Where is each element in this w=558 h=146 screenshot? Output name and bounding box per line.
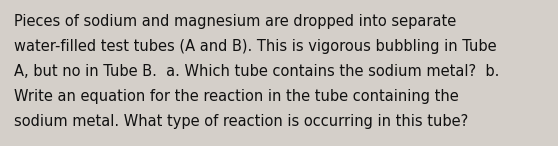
Text: Pieces of sodium and magnesium are dropped into separate: Pieces of sodium and magnesium are dropp… (14, 14, 456, 29)
Text: A, but no in Tube B.  a. Which tube contains the sodium metal?  b.: A, but no in Tube B. a. Which tube conta… (14, 64, 499, 79)
Text: water-filled test tubes (A and B). This is vigorous bubbling in Tube: water-filled test tubes (A and B). This … (14, 39, 497, 54)
Text: sodium metal. What type of reaction is occurring in this tube?: sodium metal. What type of reaction is o… (14, 114, 468, 129)
Text: Write an equation for the reaction in the tube containing the: Write an equation for the reaction in th… (14, 89, 459, 104)
